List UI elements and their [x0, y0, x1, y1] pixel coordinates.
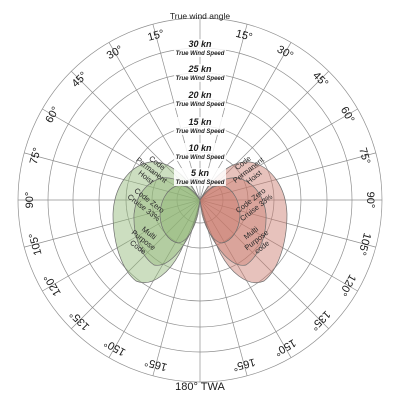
radial-line-285	[24, 152, 201, 201]
angle-label-right-30: 30°	[275, 43, 295, 62]
port-sail-zone-3	[159, 185, 201, 244]
radial-line-240	[42, 199, 201, 292]
ring-label-background	[174, 90, 226, 108]
port-sail-zone-2	[133, 177, 201, 266]
ring-speed-label: 10 kn	[188, 143, 212, 153]
ring-sub-label: True Wind Speed	[176, 180, 225, 186]
bottom-label: 180° TWA	[175, 381, 225, 393]
ring-label-background	[174, 64, 226, 82]
angle-label-left-15: 15°	[146, 28, 165, 44]
angle-label-right-75: 75°	[356, 146, 372, 165]
angle-label-right-15: 15°	[234, 28, 253, 44]
angle-label-right-165: 165°	[231, 355, 256, 372]
starboard-sail-zone-2	[199, 177, 267, 266]
starboard-zone-label-3: MultiPurposecode	[237, 221, 276, 259]
radial-line-300	[42, 108, 201, 201]
angle-label-left-90: 90°	[24, 192, 36, 209]
radial-line-105	[199, 199, 376, 248]
radial-line-120	[199, 199, 358, 292]
radial-line-225	[71, 199, 201, 329]
radial-line-135	[199, 199, 329, 329]
angle-label-right-120: 120°	[336, 272, 358, 298]
angle-label-right-105: 105°	[355, 231, 372, 256]
radial-line-75	[199, 152, 376, 201]
chart-title: True wind angle	[170, 11, 230, 21]
radial-line-255	[24, 199, 201, 248]
ring-speed-label: 15 kn	[188, 117, 212, 127]
angle-label-left-150: 150°	[102, 336, 128, 358]
ring-label-background	[174, 117, 226, 135]
angle-label-right-60: 60°	[338, 105, 357, 125]
ring-speed-label: 20 kn	[187, 90, 212, 100]
ring-label-background	[174, 39, 226, 57]
ring-speed-label: 30 kn	[188, 39, 212, 49]
ring-label-background	[174, 168, 226, 186]
angle-label-left-120: 120°	[42, 272, 64, 298]
ring-sub-label: True Wind Speed	[176, 129, 225, 135]
radial-line-60	[199, 108, 358, 201]
ring-sub-label: True Wind Speed	[176, 102, 225, 108]
ring-label-background	[174, 143, 226, 161]
angle-label-left-105: 105°	[27, 231, 44, 256]
angle-label-left-30: 30°	[105, 43, 125, 62]
ring-sub-label: True Wind Speed	[176, 51, 225, 57]
ring-sub-label: True Wind Speed	[176, 155, 225, 161]
ring-labels: 5 kn True Wind Speed 10 kn True Wind Speed 1…	[174, 39, 226, 186]
ring-sub-label: True Wind Speed	[176, 76, 225, 82]
ring-speed-label: 5 kn	[191, 168, 210, 178]
starboard-sail-zone-3	[199, 185, 241, 244]
ring-speed-label: 25 kn	[187, 64, 212, 74]
angle-label-left-60: 60°	[43, 105, 62, 125]
angle-label-right-150: 150°	[272, 336, 298, 358]
angle-label-left-165: 165°	[143, 355, 168, 372]
radial-line-150	[199, 199, 292, 358]
radial-line-210	[108, 199, 201, 358]
angle-label-left-75: 75°	[28, 146, 44, 165]
angle-label-right-90: 90°	[364, 192, 376, 209]
